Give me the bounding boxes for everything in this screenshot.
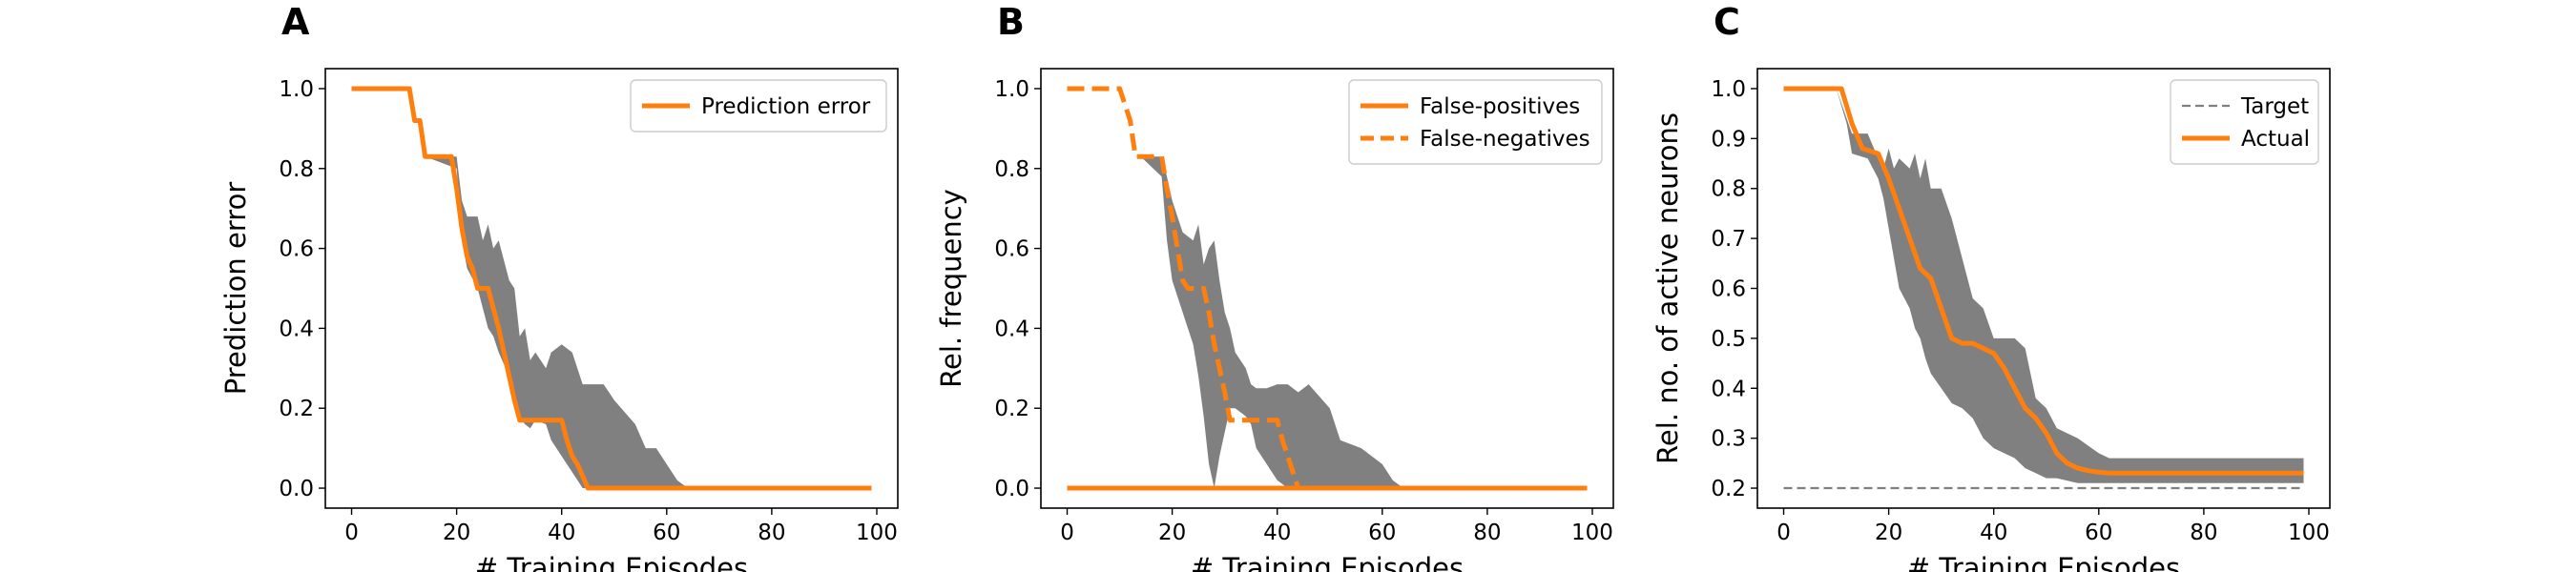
panel-a-y-tick-label-5: 1.0	[279, 77, 314, 102]
panel-a-series-line-0	[351, 86, 872, 491]
panel-a-x-tick-label-80: 80	[758, 521, 785, 545]
panel-c-x-tick-label-0: 0	[1776, 521, 1791, 545]
panel-a-x-tick-label-40: 40	[548, 521, 575, 545]
panel-letter-c: C	[1714, 1, 1740, 43]
panel-b-x-tick-label-60: 60	[1368, 521, 1396, 545]
panel-b-y-tick-label-0: 0.0	[994, 477, 1029, 501]
panel-a-legend-box	[630, 79, 887, 133]
panel-b-y-tick-label-4: 0.8	[994, 157, 1029, 182]
panel-c-legend-box	[2170, 79, 2319, 165]
panel-c-y-tick-label-5: 0.7	[1711, 227, 1746, 252]
panel-b-y-tick-label-3: 0.6	[994, 237, 1029, 262]
panel-b-y-axis-label: Rel. frequency	[935, 189, 967, 388]
panel-c-legend: Target Actual	[2170, 79, 2319, 165]
panel-b-legend-label-0: False-positives	[1420, 94, 1580, 119]
panel-b-y-tick-label-5: 1.0	[994, 77, 1029, 102]
panel-b-legend-label-1: False-negatives	[1420, 127, 1590, 152]
panel-c-x-tick-label-100: 100	[2288, 521, 2330, 545]
panel-c-y-axis-label: Rel. no. of active neurons	[1652, 112, 1684, 464]
panel-b-axes-frame	[1040, 68, 1614, 509]
panel-c-y-tick-label-3: 0.5	[1711, 327, 1746, 352]
panel-a-y-tick-label-1: 0.2	[279, 397, 314, 421]
panel-a-y-tick-label-4: 0.8	[279, 157, 314, 182]
panel-b-x-tick-label-100: 100	[1571, 521, 1613, 545]
panel-b-range-band	[1067, 89, 1588, 488]
panel-b-y-tick-label-2: 0.4	[994, 317, 1029, 341]
panel-b-legend-box	[1348, 79, 1603, 165]
panel-b-series-line-1	[1067, 86, 1588, 491]
panel-c: C 0 20 40 60 80 100 0.2 0.3 0.4 0.5 0.6 0.7 0.8 0.9 1.…	[1652, 1, 2331, 572]
panel-c-series-line-1	[1783, 86, 2304, 476]
panel-c-y-tick-label-8: 1.0	[1711, 77, 1746, 102]
panel-c-y-tick-label-4: 0.6	[1711, 277, 1746, 302]
panel-a-y-axis-label: Prediction error	[219, 182, 252, 396]
panel-a: A 0 20 40 60 80 100 0.0 0.2 0.4 0.6 0.8 1.0 # Traini…	[219, 1, 899, 572]
panel-a-range-band	[351, 89, 872, 488]
panel-a-y-tick-label-2: 0.4	[279, 317, 314, 341]
panel-a-x-tick-label-0: 0	[344, 521, 359, 545]
panel-a-x-tick-label-20: 20	[443, 521, 470, 545]
panel-b-x-tick-label-80: 80	[1473, 521, 1501, 545]
panel-a-axes-frame	[324, 68, 899, 509]
panel-c-y-tick-label-7: 0.9	[1711, 127, 1746, 152]
panel-c-range-band	[1783, 89, 2304, 483]
panel-a-x-tick-label-100: 100	[856, 521, 898, 545]
panel-c-y-tick-label-6: 0.8	[1711, 177, 1746, 202]
panel-a-y-tick-label-3: 0.6	[279, 237, 314, 262]
panel-c-x-tick-label-80: 80	[2190, 521, 2217, 545]
panel-c-y-tick-label-0: 0.2	[1711, 477, 1746, 501]
panel-c-x-tick-label-60: 60	[2085, 521, 2112, 545]
panel-a-legend: Prediction error	[630, 79, 887, 133]
panel-c-legend-label-0: Target	[2240, 94, 2309, 119]
panel-c-x-axis-label: # Training Episodes	[1907, 552, 2180, 572]
panel-b-x-tick-label-40: 40	[1263, 521, 1291, 545]
panel-b-x-tick-label-0: 0	[1060, 521, 1074, 545]
panel-c-legend-label-1: Actual	[2241, 127, 2310, 152]
panel-c-x-tick-label-20: 20	[1875, 521, 1902, 545]
panel-b: B 0 20 40 60 80 100 0.0 0.2 0.4 0.6 0.8 1.0 # Traini…	[935, 1, 1614, 572]
panel-c-y-tick-label-1: 0.3	[1711, 427, 1746, 452]
panel-letter-b: B	[997, 1, 1025, 43]
panel-c-x-tick-label-40: 40	[1980, 521, 2007, 545]
panel-a-legend-label-0: Prediction error	[701, 94, 871, 119]
panel-b-x-tick-label-20: 20	[1158, 521, 1186, 545]
panel-a-x-tick-label-60: 60	[653, 521, 680, 545]
panel-c-y-tick-label-2: 0.4	[1711, 377, 1746, 401]
panel-a-y-tick-label-0: 0.0	[279, 477, 314, 501]
panel-b-legend: False-positives False-negatives	[1348, 79, 1603, 165]
panel-b-x-axis-label: # Training Episodes	[1191, 552, 1464, 572]
panel-letter-a: A	[281, 1, 310, 43]
panel-b-y-tick-label-1: 0.2	[994, 397, 1029, 421]
panel-a-x-axis-label: # Training Episodes	[475, 552, 748, 572]
